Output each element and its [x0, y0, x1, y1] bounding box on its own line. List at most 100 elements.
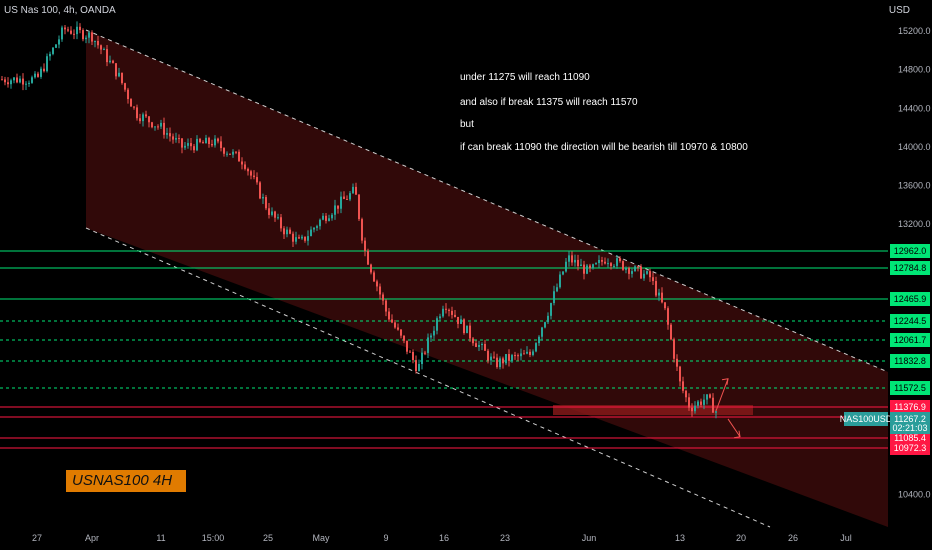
candle-body: [523, 353, 525, 355]
price-labels: 12962.0 12784.8 12465.9 12244.5 12061.7 11832…: [840, 244, 930, 455]
candle-body: [277, 217, 279, 219]
candle-body: [223, 148, 225, 154]
candle-body: [403, 335, 405, 341]
time-tick-label: 20: [736, 533, 746, 543]
candle-body: [1, 79, 3, 81]
price-levels: [0, 250, 888, 449]
candle-body: [502, 358, 504, 364]
supply-zone: [553, 405, 753, 415]
candle-body: [418, 364, 420, 372]
candle-body: [529, 351, 531, 355]
projection-arrows: [715, 378, 741, 439]
candle-body: [412, 352, 414, 361]
candle-body: [577, 259, 579, 267]
time-tick-label: 15:00: [202, 533, 225, 543]
candle-body: [430, 335, 432, 338]
candle-body: [601, 259, 603, 262]
candle-body: [331, 214, 333, 219]
projection-up-arrowhead: [721, 378, 729, 385]
analysis-note-1: under 11275 will reach 11090: [460, 72, 590, 83]
candle-body: [703, 399, 705, 405]
price-tick-label: 15200.0: [898, 26, 931, 36]
candle-body: [553, 291, 555, 304]
candle-body: [640, 266, 642, 279]
candle-body: [712, 397, 714, 413]
candle-body: [517, 355, 519, 357]
candle-body: [115, 63, 117, 77]
candle-body: [73, 33, 75, 35]
candlesticks: [1, 21, 717, 419]
price-tick-label: 13600.0: [898, 181, 931, 191]
candle-body: [49, 53, 51, 57]
candle-body: [334, 205, 336, 215]
candle-body: [337, 205, 339, 209]
candle-body: [328, 218, 330, 221]
candle-body: [178, 138, 180, 140]
candle-body: [289, 229, 291, 234]
time-axis[interactable]: 27 Apr 11 15:00 25 May 9 16 23 Jun 13 20 26 Jul: [32, 533, 852, 543]
candle-body: [445, 308, 447, 310]
level-price-tag: [890, 333, 930, 347]
candle-body: [616, 258, 618, 266]
analysis-note-3: but: [460, 119, 474, 130]
candle-body: [151, 122, 153, 128]
price-axis[interactable]: 15200.0 14800.0 14400.0 14000.0 13600.0 13200…: [898, 26, 931, 500]
candle-body: [613, 265, 615, 267]
candle-body: [247, 168, 249, 172]
candle-body: [367, 250, 369, 265]
candle-body: [598, 259, 600, 264]
candle-body: [313, 227, 315, 230]
symbol-title[interactable]: US Nas 100, 4h, OANDA: [4, 5, 116, 16]
level-price-tag: [890, 441, 930, 455]
price-tick-label: 10400.0: [898, 490, 931, 500]
candle-body: [133, 106, 135, 108]
candle-body: [361, 219, 363, 241]
candle-body: [139, 118, 141, 122]
candle-body: [631, 271, 633, 274]
candle-body: [472, 338, 474, 344]
candle-body: [589, 265, 591, 269]
bar-countdown-label: 02:21:03: [892, 423, 927, 433]
candle-body: [145, 114, 147, 117]
level-price-label: 12061.7: [894, 335, 927, 345]
candle-body: [196, 138, 198, 151]
candle-body: [532, 351, 534, 355]
candle-body: [679, 366, 681, 382]
candle-body: [694, 405, 696, 412]
candle-body: [487, 350, 489, 361]
candle-body: [466, 325, 468, 334]
candle-body: [625, 267, 627, 270]
candle-body: [235, 151, 237, 153]
candle-body: [322, 215, 324, 220]
candle-body: [226, 153, 228, 155]
candle-body: [307, 236, 309, 241]
candle-body: [181, 138, 183, 148]
time-tick-label: 11: [156, 533, 165, 543]
candle-body: [214, 138, 216, 146]
candle-body: [688, 397, 690, 408]
candle-body: [667, 308, 669, 325]
candle-body: [592, 264, 594, 269]
candle-body: [499, 358, 501, 368]
candle-body: [103, 49, 105, 51]
candle-body: [166, 133, 168, 135]
candle-body: [673, 339, 675, 359]
candle-body: [394, 322, 396, 328]
candle-body: [535, 343, 537, 352]
candle-body: [31, 77, 33, 83]
level-price-tag: [890, 261, 930, 275]
candle-body: [46, 56, 48, 72]
candle-body: [433, 330, 435, 336]
candle-body: [292, 233, 294, 242]
candle-body: [364, 240, 366, 251]
candle-body: [646, 271, 648, 274]
price-tick-label: 14800.0: [898, 65, 931, 75]
candle-body: [190, 143, 192, 147]
candle-body: [124, 83, 126, 90]
candle-body: [298, 237, 300, 239]
level-price-label: 12962.0: [894, 246, 927, 256]
candle-body: [628, 267, 630, 274]
candle-body: [484, 343, 486, 351]
candle-body: [175, 138, 177, 140]
